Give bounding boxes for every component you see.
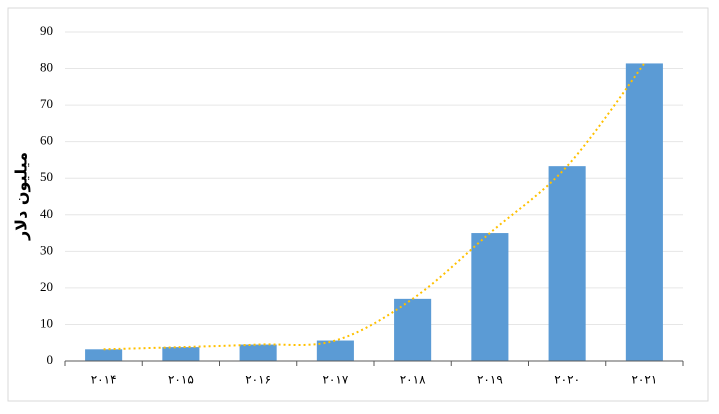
y-tick-label: 60 (40, 133, 53, 148)
bar (394, 298, 432, 361)
bar (471, 233, 509, 361)
y-tick-label: 0 (47, 352, 54, 367)
bar (548, 166, 586, 361)
y-axis-label: میلیون دلار (12, 152, 31, 241)
bar (625, 63, 663, 362)
bar (239, 344, 277, 361)
x-tick-label: ۲۰۲۰ (554, 373, 580, 387)
x-tick-label: ۲۰۱۶ (245, 373, 271, 387)
x-tick-label: ۲۰۱۷ (322, 373, 348, 387)
x-tick-label: ۲۰۲۱ (631, 373, 657, 387)
bar (316, 340, 354, 361)
y-tick-label: 40 (40, 206, 53, 221)
y-tick-label: 50 (40, 169, 53, 184)
y-tick-label: 90 (40, 23, 53, 38)
x-tick-label: ۲۰۱۴ (91, 373, 117, 387)
x-tick-label: ۲۰۱۹ (477, 373, 503, 387)
y-tick-label: 70 (40, 96, 53, 111)
x-tick-label: ۲۰۱۵ (168, 373, 194, 387)
y-tick-label: 30 (40, 242, 53, 257)
trend-line (103, 62, 646, 351)
y-tick-label: 10 (40, 315, 53, 330)
x-tick-label: ۲۰۱۸ (400, 373, 426, 387)
y-tick-label: 20 (40, 279, 53, 294)
bar (162, 347, 200, 361)
y-tick-label: 80 (40, 60, 53, 75)
bar (85, 349, 123, 361)
chart-frame (7, 7, 709, 402)
